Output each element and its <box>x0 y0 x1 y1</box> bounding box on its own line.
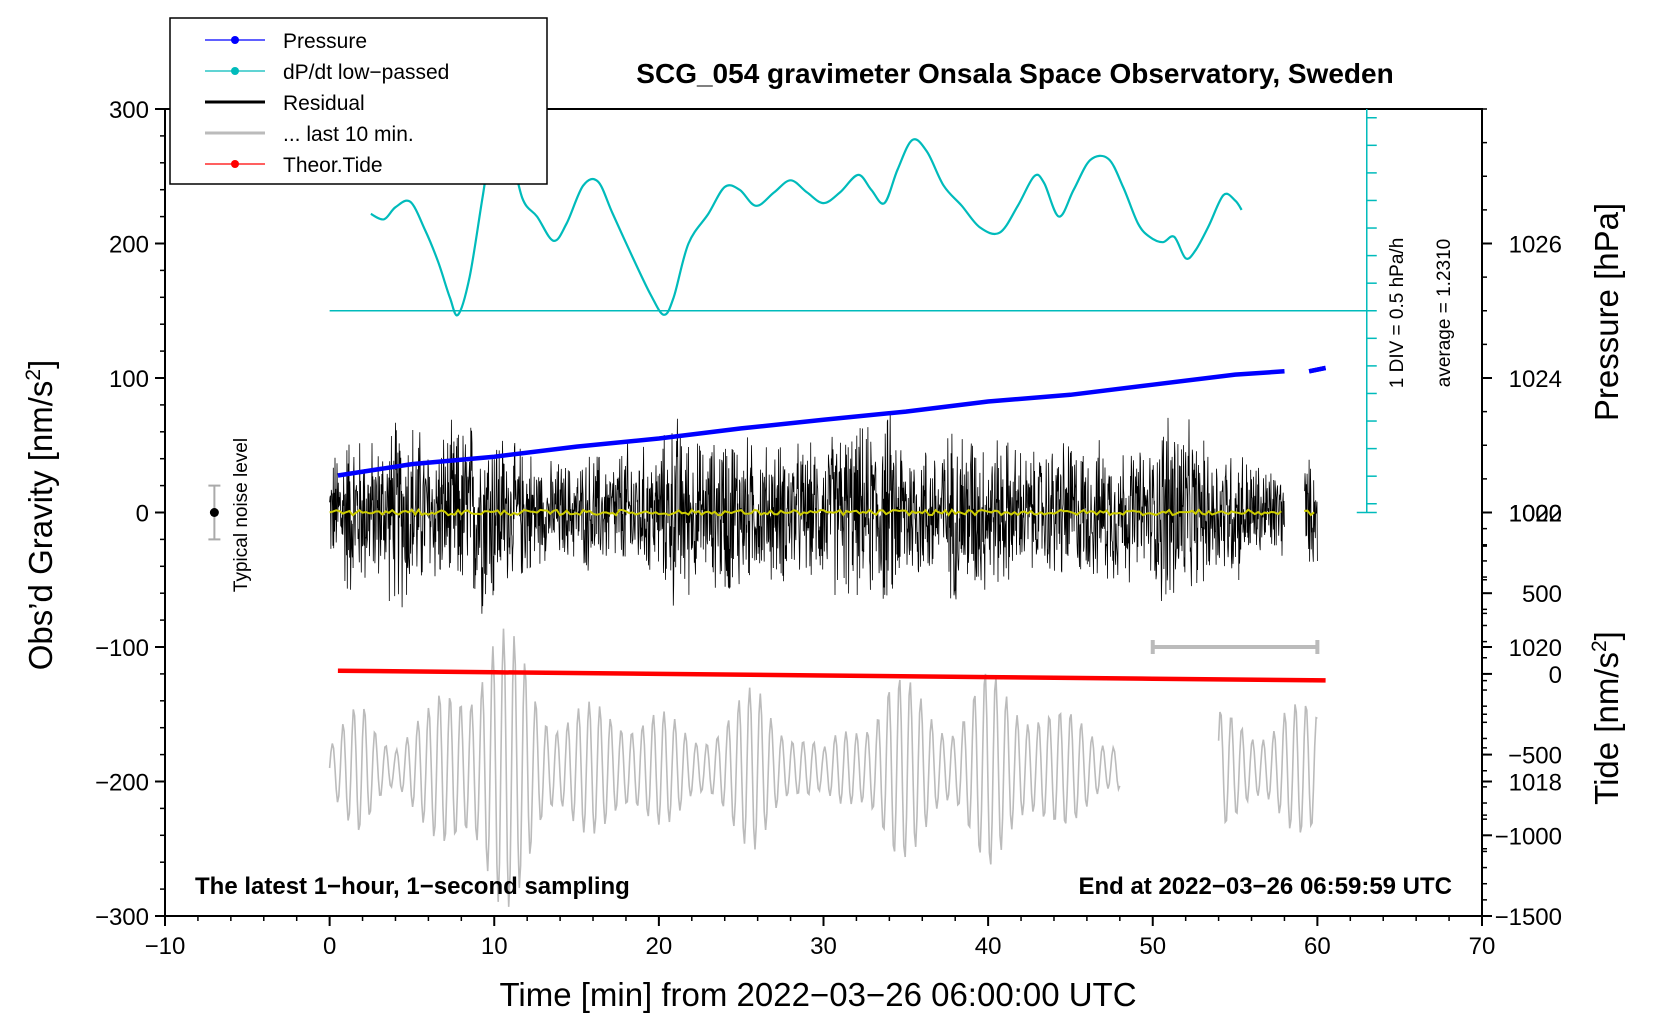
legend-swatch-marker <box>231 36 239 44</box>
x-axis-ticks: −10 0 10 20 30 40 50 60 70 <box>145 916 1496 960</box>
x-tick-label: 40 <box>975 933 1002 960</box>
dpdt-scale-bar <box>329 109 1377 514</box>
x-tick-label: 0 <box>323 933 336 960</box>
pressure-tick-label: 1024 <box>1509 366 1562 393</box>
pressure-axis-ticks: 1018 1020 1022 1024 1026 <box>1482 108 1562 850</box>
theor-tide-line <box>337 668 1326 683</box>
residual-series <box>329 413 1318 614</box>
y-tick-label: −300 <box>95 904 149 931</box>
x-tick-label: 10 <box>481 933 508 960</box>
theor-tide-series <box>337 668 1326 683</box>
y-tick-label: 300 <box>109 97 149 124</box>
residual-line <box>329 413 1318 614</box>
legend-swatch-marker <box>231 67 239 75</box>
x-tick-label: 30 <box>810 933 837 960</box>
y-axis-title-main: Obs’d Gravity [nm/s <box>22 381 59 671</box>
last-10-min-range-bar <box>1150 640 1320 654</box>
x-tick-label: 20 <box>646 933 673 960</box>
y-axis-title: Obs’d Gravity [nm/s2] <box>22 360 59 671</box>
y-axis-ticks: 300 200 100 0 −100 −200 −300 <box>95 97 165 931</box>
noise-dot <box>209 508 219 517</box>
tide-tick-label: −500 <box>1508 743 1562 770</box>
y-axis-title-sup: 2 <box>22 369 45 381</box>
legend-label: ... last 10 min. <box>283 123 414 146</box>
y-tick-label: 200 <box>109 232 149 259</box>
legend-label: Residual <box>283 92 365 115</box>
tide-axis-ticks: 1000 500 0 −500 −1000 −1500 <box>1482 501 1562 931</box>
legend-label: Theor.Tide <box>283 154 383 177</box>
chart-title: SCG_054 gravimeter Onsala Space Observat… <box>636 58 1393 89</box>
bottom-left-note: The latest 1−hour, 1−second sampling <box>195 873 630 900</box>
pressure-tick-label: 1026 <box>1509 232 1562 259</box>
tide-axis-title-sup: 2 <box>1588 640 1611 652</box>
tide-axis-title-main: Tide [nm/s <box>1588 652 1625 805</box>
last-10-min-series <box>328 628 1318 907</box>
pressure-tick-label: 1020 <box>1509 635 1562 662</box>
y-axis-title-end: ] <box>22 360 59 369</box>
tide-axis-title-end: ] <box>1588 631 1625 640</box>
y-tick-label: −100 <box>95 635 149 662</box>
bottom-right-note: End at 2022−03−26 06:59:59 UTC <box>1078 873 1452 900</box>
y-tick-label: 0 <box>136 501 149 528</box>
tide-tick-label: −1000 <box>1495 823 1562 850</box>
pressure-line-tail <box>1308 365 1327 374</box>
last-10-min-line <box>328 628 1121 907</box>
pressure-series <box>337 365 1327 478</box>
x-tick-label: 70 <box>1469 933 1496 960</box>
legend-label: Pressure <box>283 30 367 53</box>
pressure-axis-title: Pressure [hPa] <box>1588 203 1625 421</box>
x-tick-label: 60 <box>1304 933 1331 960</box>
tide-tick-label: −1500 <box>1495 904 1562 931</box>
x-tick-label: 50 <box>1139 933 1166 960</box>
tide-tick-label: 1000 <box>1509 501 1562 528</box>
noise-level-indicator <box>208 484 221 541</box>
x-tick-label: −10 <box>145 933 186 960</box>
tide-tick-label: 500 <box>1522 581 1562 608</box>
last-10-min-line <box>1217 704 1318 833</box>
residual-lowpass-line <box>329 508 1315 517</box>
legend-label: dP/dt low−passed <box>283 61 449 84</box>
y-tick-label: 100 <box>109 366 149 393</box>
tide-tick-label: 0 <box>1549 662 1562 689</box>
noise-level-label: Typical noise level <box>231 438 252 592</box>
pressure-tick-label: 1022 <box>1509 501 1562 528</box>
residual-lowpass-series <box>329 508 1315 517</box>
tide-axis-title: Tide [nm/s2] <box>1588 631 1625 805</box>
y-tick-label: −200 <box>95 770 149 797</box>
legend-swatch-marker <box>231 160 239 168</box>
dpdt-scale-note: 1 DIV = 0.5 hPa/h <box>1387 238 1408 389</box>
pressure-tick-label: 1018 <box>1509 770 1562 797</box>
x-axis-title: Time [min] from 2022−03−26 06:00:00 UTC <box>499 976 1136 1013</box>
dpdt-average-note: average = 1.2310 <box>1434 239 1455 387</box>
legend: Pressure dP/dt low−passed Residual ... last… <box>169 17 548 185</box>
